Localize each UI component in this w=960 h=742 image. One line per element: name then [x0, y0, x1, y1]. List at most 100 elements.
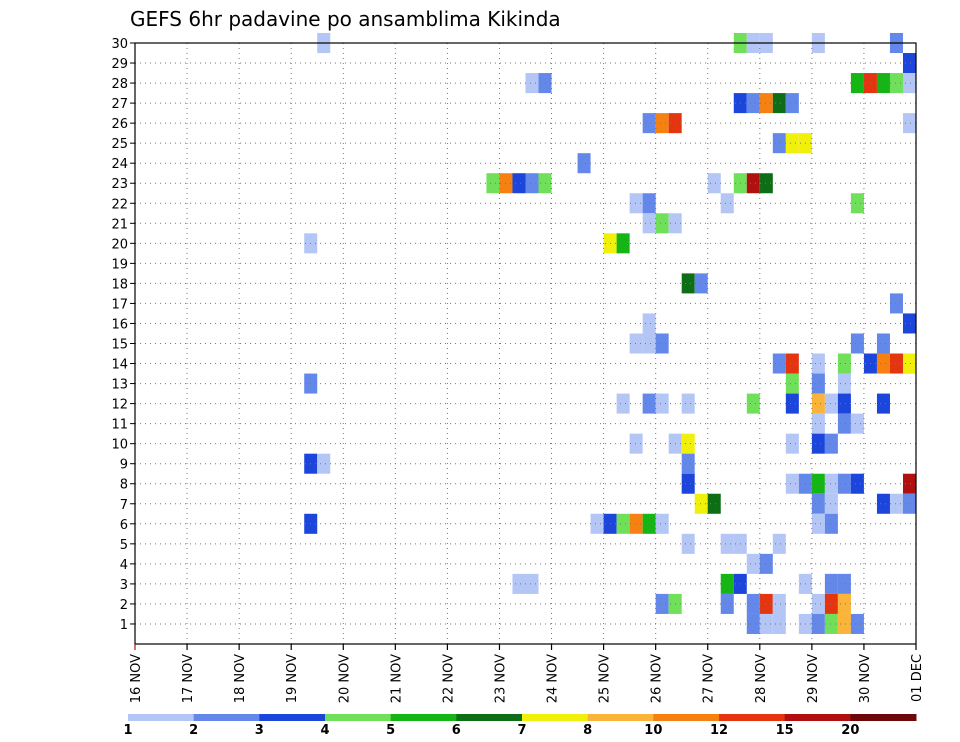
- precip-cell: [759, 613, 773, 634]
- x-tick-label: 26 NOV: [650, 654, 665, 703]
- precip-cell: [590, 513, 604, 534]
- colorbar-label: 12: [710, 723, 728, 738]
- precip-cell: [837, 473, 851, 494]
- colorbar-segment: [653, 714, 720, 721]
- colorbar-segment: [784, 714, 851, 721]
- precip-cell: [655, 513, 669, 534]
- y-tick-label: 4: [120, 558, 128, 573]
- precip-cell: [902, 353, 916, 374]
- colorbar-label: 7: [517, 723, 526, 738]
- y-tick-label: 6: [120, 518, 128, 533]
- y-tick-label: 14: [111, 358, 128, 373]
- y-tick-label: 1: [120, 618, 128, 633]
- colorbar-label: 3: [255, 723, 264, 738]
- y-tick-label: 20: [111, 237, 128, 252]
- precip-cell: [681, 433, 695, 454]
- y-tick-label: 12: [111, 398, 128, 413]
- precip-cell: [681, 273, 695, 294]
- precip-cell: [694, 273, 708, 294]
- y-tick-label: 8: [120, 478, 128, 493]
- precip-cell: [811, 593, 825, 614]
- y-tick-label: 25: [111, 137, 128, 152]
- precip-cell: [525, 73, 539, 94]
- precip-cell: [772, 353, 786, 374]
- y-tick-label: 11: [111, 418, 128, 433]
- precip-cell: [629, 333, 643, 354]
- precip-cell: [824, 573, 838, 594]
- y-tick-label: 21: [111, 217, 128, 232]
- precip-cell: [720, 573, 734, 594]
- precip-cell: [850, 333, 864, 354]
- precip-cell: [655, 213, 669, 234]
- x-tick-label: 24 NOV: [546, 654, 561, 703]
- precip-cell: [629, 513, 643, 534]
- precip-cell: [889, 493, 903, 514]
- precip-cell: [642, 313, 656, 334]
- y-tick-label: 5: [120, 538, 128, 553]
- y-tick-label: 7: [120, 498, 128, 513]
- x-tick-label: 17 NOV: [181, 654, 196, 703]
- precip-cell: [512, 573, 526, 594]
- gridlines: [135, 42, 916, 644]
- precip-cell: [889, 293, 903, 314]
- x-tick-label: 25 NOV: [598, 654, 613, 703]
- precip-cell: [837, 593, 851, 614]
- precip-cell: [811, 493, 825, 514]
- precip-cell: [824, 613, 838, 634]
- precip-cell: [811, 513, 825, 534]
- y-tick-label: 3: [120, 578, 128, 593]
- precip-cell: [811, 613, 825, 634]
- y-tick-label: 9: [120, 458, 128, 473]
- precip-cell: [720, 593, 734, 614]
- precip-cell: [772, 93, 786, 114]
- x-tick-label: 16 NOV: [129, 654, 144, 703]
- precip-cell: [746, 93, 760, 114]
- colorbar-segment: [193, 714, 260, 721]
- colorbar-segment: [128, 714, 195, 721]
- precip-cell: [707, 493, 721, 514]
- colorbar-label: 8: [583, 723, 592, 738]
- x-tick-label: 18 NOV: [233, 654, 248, 703]
- precip-cell: [811, 373, 825, 394]
- precip-cell: [681, 473, 695, 494]
- y-tick-label: 23: [111, 177, 128, 192]
- precip-cell: [512, 173, 526, 194]
- y-tick-label: 10: [111, 438, 128, 453]
- precip-cell: [746, 553, 760, 574]
- x-tick-label: 20 NOV: [337, 654, 352, 703]
- precip-cell: [824, 513, 838, 534]
- precip-cell: [655, 393, 669, 414]
- precip-cell: [837, 393, 851, 414]
- precip-cell: [772, 133, 786, 154]
- y-tick-label: 29: [111, 57, 128, 72]
- precip-cell: [759, 93, 773, 114]
- axes: 1234567891011121314151617181920212223242…: [111, 37, 925, 703]
- precip-cell: [707, 173, 721, 194]
- precip-cell: [746, 593, 760, 614]
- precip-cell: [616, 513, 630, 534]
- colorbar-segment: [850, 714, 917, 721]
- precip-cell: [850, 193, 864, 214]
- precip-cell: [850, 473, 864, 494]
- precip-cell: [746, 613, 760, 634]
- colorbar-legend: 1 2 3 4 5 6 7 8 10 12 15 20: [123, 714, 917, 738]
- precip-cell: [694, 493, 708, 514]
- precip-cell: [759, 173, 773, 194]
- colorbar-segment: [456, 714, 523, 721]
- precip-cell: [577, 153, 591, 174]
- precip-cell: [824, 593, 838, 614]
- colorbar-segment: [587, 714, 654, 721]
- precip-cell: [837, 353, 851, 374]
- precip-cell: [681, 533, 695, 554]
- precip-cell: [629, 433, 643, 454]
- precip-cell: [850, 413, 864, 434]
- colorbar-segment: [390, 714, 457, 721]
- x-tick-label: 23 NOV: [493, 654, 508, 703]
- y-tick-label: 27: [111, 97, 128, 112]
- precip-cell: [824, 393, 838, 414]
- precip-cell: [811, 433, 825, 454]
- precip-cell: [876, 353, 890, 374]
- y-tick-label: 24: [111, 157, 128, 172]
- y-tick-label: 17: [111, 297, 128, 312]
